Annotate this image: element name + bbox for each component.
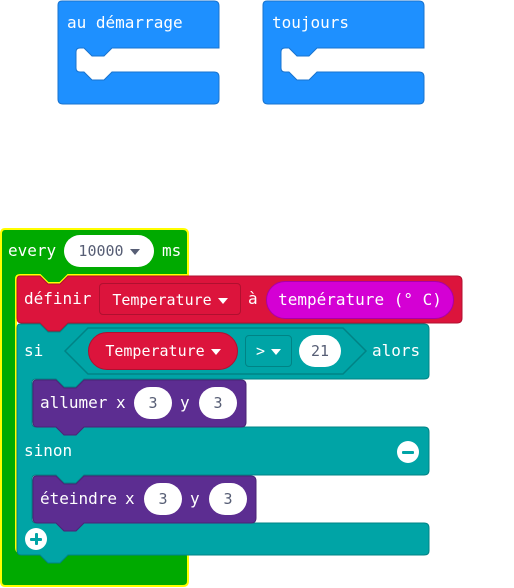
left-operand-name: Temperature [105,342,205,360]
forever-block-shape[interactable] [262,0,425,105]
plot-y-input[interactable]: 3 [199,387,237,419]
unplot-x-input[interactable]: 3 [144,483,182,515]
set-label: définir [24,289,92,308]
every-label: every [8,241,57,260]
plot-y-label: y [180,393,190,412]
add-branch-icon[interactable] [25,528,47,550]
if-else-block-shape[interactable] [16,323,430,564]
chevron-down-icon [217,297,228,304]
unplot-y-input[interactable]: 3 [209,483,247,515]
on-start-label: au démarrage [67,13,183,32]
plot-y-value: 3 [213,394,223,412]
interval-dropdown[interactable]: 10000 [64,235,154,267]
then-label: alors [372,341,421,360]
plot-x-label: x [116,393,126,412]
forever-label: toujours [272,13,350,32]
unplot-y-value: 3 [223,490,233,508]
temperature-reporter-label: température (° C) [278,290,442,309]
set-variable-name: Temperature [112,291,212,309]
unplot-x-value: 3 [158,490,168,508]
operator-symbol: > [255,342,266,360]
every-unit-label: ms [162,241,182,260]
temperature-reporter[interactable]: température (° C) [266,281,454,319]
set-variable-dropdown[interactable]: Temperature [99,283,241,315]
comparison-operator-dropdown[interactable]: > [245,335,292,367]
interval-value: 10000 [78,242,124,260]
chevron-down-icon [129,248,140,255]
unplot-x-label: x [125,489,135,508]
plot-x-input[interactable]: 3 [134,387,172,419]
unplot-label: éteindre [40,489,118,508]
on-start-block-shape[interactable] [57,0,220,105]
chevron-down-icon [271,348,282,355]
if-label: si [24,341,44,360]
else-label: sinon [24,441,73,460]
remove-else-icon[interactable] [397,441,419,463]
plot-x-value: 3 [148,394,158,412]
set-to-label: à [248,289,258,308]
chevron-down-icon [210,348,221,355]
threshold-number-input[interactable]: 21 [299,335,341,367]
threshold-value: 21 [310,342,330,360]
temperature-variable-reporter[interactable]: Temperature [88,332,238,370]
plot-label: allumer [40,393,108,412]
unplot-y-label: y [190,489,200,508]
